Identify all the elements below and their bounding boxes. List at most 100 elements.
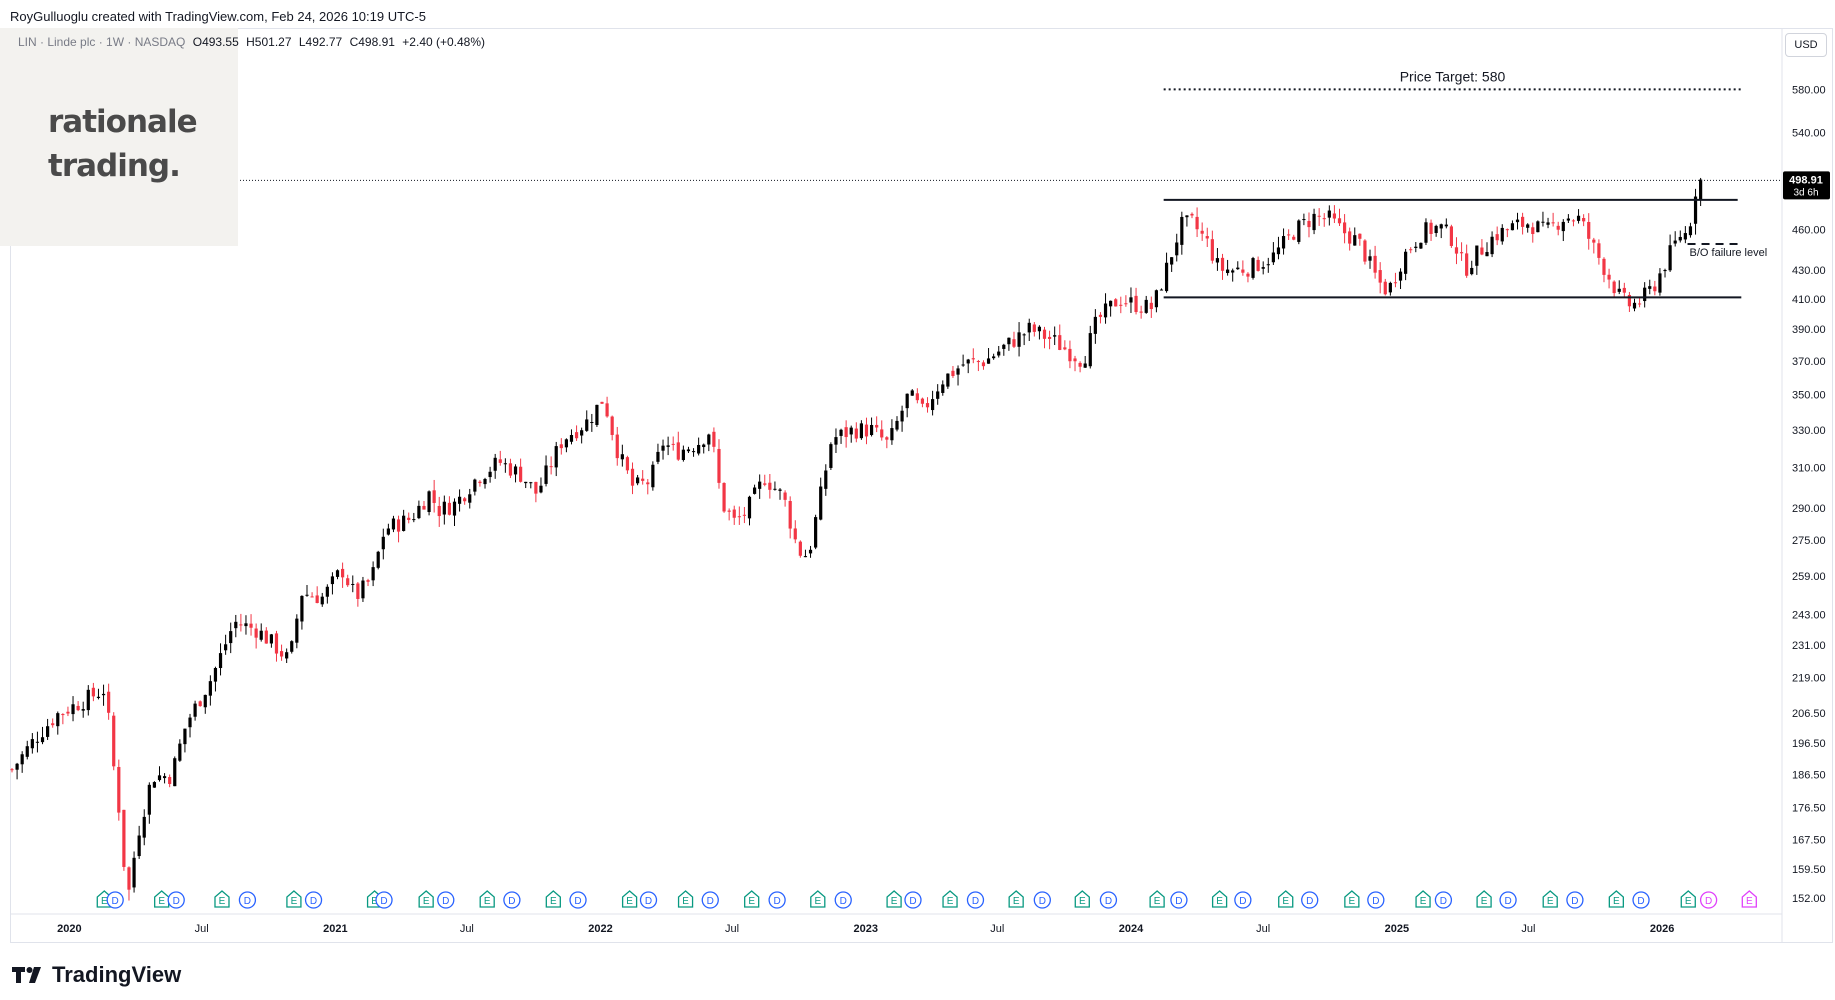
candle-body	[422, 505, 426, 510]
candle-body	[819, 486, 823, 520]
candle-body	[1353, 235, 1357, 246]
y-tick-label: 330.00	[1792, 425, 1826, 437]
candle-body	[1109, 300, 1113, 307]
dividend-marker-shape	[966, 891, 985, 909]
y-tick-label: 231.00	[1792, 640, 1826, 652]
candle-body	[1287, 234, 1291, 236]
candle-body	[1002, 344, 1006, 349]
candle-body	[681, 449, 685, 460]
candle-body	[849, 427, 853, 435]
dividend-marker-shape	[1033, 891, 1051, 909]
candle-body	[432, 490, 436, 503]
candle-body	[1561, 221, 1565, 232]
candle-body	[396, 519, 401, 532]
candle-body	[1058, 335, 1062, 350]
candle-body	[371, 567, 375, 581]
y-tick-label: 290.00	[1792, 503, 1826, 515]
currency-button[interactable]: USD	[1785, 33, 1827, 57]
dividend-marker-shape	[437, 891, 455, 909]
candle-body	[925, 403, 930, 408]
candle-body	[559, 444, 563, 449]
chart-panel[interactable]	[10, 28, 1833, 943]
candle-body	[727, 510, 731, 512]
dividend-marker-letter: D	[380, 896, 387, 907]
candle-body	[1383, 281, 1387, 295]
candle-body	[1292, 236, 1296, 240]
candle-body	[1154, 290, 1158, 308]
candle-body	[1597, 243, 1601, 258]
dividend-marker-letter: D	[1571, 896, 1578, 907]
candle-body	[890, 428, 894, 441]
candle-body	[1485, 252, 1489, 257]
tradingview-logo[interactable]: TradingView	[12, 962, 181, 988]
candle-body	[315, 595, 319, 604]
candle-body	[1546, 222, 1550, 225]
candle-body	[61, 714, 65, 716]
open-value: O493.55	[192, 35, 239, 49]
candle-body	[86, 689, 90, 711]
upcoming-earnings-marker-letter: E	[1746, 896, 1753, 907]
candle-body	[1510, 223, 1515, 231]
earnings-marker-shape	[1149, 890, 1165, 908]
candle-body	[620, 454, 624, 460]
logo-line-2: trading.	[48, 148, 181, 184]
candle-body	[864, 424, 869, 437]
candle-body	[402, 515, 406, 531]
candle-body	[956, 368, 960, 375]
earnings-marker-letter: E	[1282, 896, 1289, 907]
dividend-marker-letter: D	[972, 896, 979, 907]
symbol-legend[interactable]: LIN · Linde plc · 1W · NASDAQ O493.55 H5…	[18, 35, 489, 49]
candle-body	[778, 489, 782, 491]
candle-body	[1093, 316, 1097, 334]
earnings-marker-shape	[1211, 890, 1228, 908]
candle-body	[376, 551, 380, 568]
dividend-marker-letter: D	[1239, 896, 1246, 907]
earnings-marker-letter: E	[1547, 896, 1554, 907]
candle-body	[147, 784, 151, 815]
candle-body	[1495, 234, 1499, 241]
candle-body	[249, 623, 253, 628]
price-target-label: Price Target: 580	[1400, 68, 1506, 84]
candle-body	[1500, 227, 1504, 242]
candle-body	[752, 487, 757, 494]
x-tick-label: Jul	[1521, 923, 1535, 935]
dividend-marker-shape	[639, 891, 658, 909]
candle-body	[580, 430, 584, 436]
candle-body	[1180, 216, 1184, 245]
candle-body	[971, 358, 975, 360]
candle-body	[976, 361, 980, 363]
high-value: H501.27	[246, 35, 292, 49]
dividend-marker-shape	[503, 891, 521, 909]
candle-body	[961, 364, 965, 366]
candle-body	[66, 711, 70, 714]
y-tick-label: 275.00	[1792, 535, 1826, 547]
candle-body	[152, 782, 157, 788]
y-tick-label: 206.50	[1792, 708, 1826, 720]
candle-body	[1164, 262, 1169, 292]
candle-body	[1281, 236, 1286, 249]
earnings-marker-letter: E	[484, 896, 491, 907]
candle-body	[854, 428, 858, 439]
dividend-marker-shape	[834, 891, 852, 909]
candle-body	[783, 492, 787, 500]
candle-body	[1261, 267, 1265, 269]
candle-body	[1612, 281, 1616, 294]
candle-body	[936, 391, 940, 399]
candle-body	[101, 693, 106, 696]
candle-body	[335, 570, 340, 577]
last-price-countdown: 3d 6h	[1793, 187, 1818, 198]
candle-body	[1663, 269, 1667, 272]
close-value: C498.91	[349, 35, 395, 49]
x-tick-label: 2020	[57, 923, 81, 935]
low-value: L492.77	[298, 35, 343, 49]
candle-body	[213, 668, 218, 682]
earnings-marker-letter: E	[550, 896, 557, 907]
candle-body	[20, 754, 24, 765]
x-tick-label: 2025	[1385, 923, 1409, 935]
candle-body	[691, 451, 696, 453]
symbol-name[interactable]: LIN · Linde plc · 1W · NASDAQ	[18, 35, 186, 49]
candle-body	[1276, 247, 1281, 255]
candle-body	[1170, 257, 1174, 265]
candle-body	[1617, 288, 1621, 292]
